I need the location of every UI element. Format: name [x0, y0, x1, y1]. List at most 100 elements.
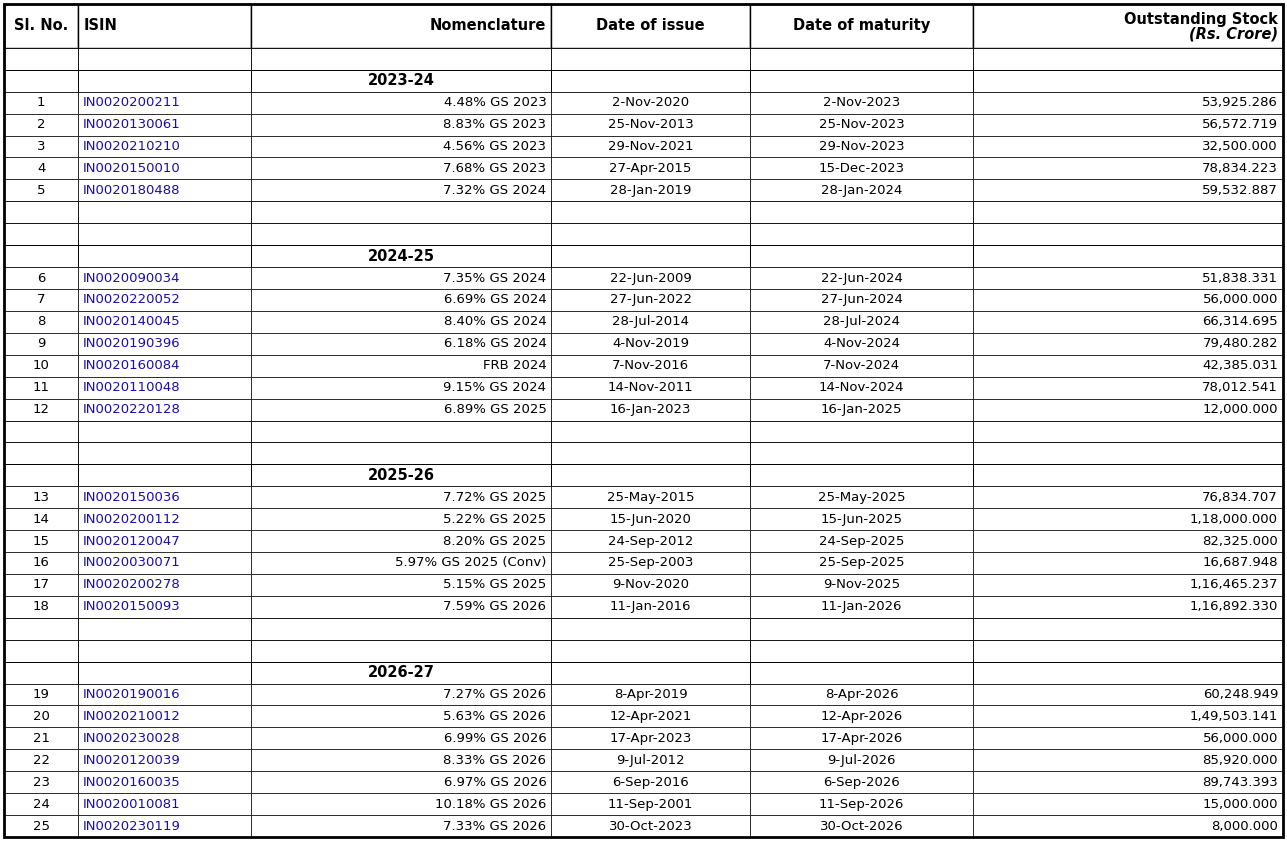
- Bar: [551, 749, 749, 771]
- Text: 6.69% GS 2024: 6.69% GS 2024: [444, 294, 547, 306]
- Bar: [749, 618, 973, 640]
- Text: 25-May-2015: 25-May-2015: [606, 491, 694, 504]
- Text: IN0020210012: IN0020210012: [84, 710, 181, 723]
- Bar: [4, 706, 79, 727]
- Text: IN0020190016: IN0020190016: [84, 688, 180, 701]
- Text: 24-Sep-2025: 24-Sep-2025: [819, 535, 905, 547]
- Bar: [551, 157, 749, 179]
- Text: 5.22% GS 2025: 5.22% GS 2025: [443, 513, 547, 526]
- Text: 29-Nov-2021: 29-Nov-2021: [607, 140, 694, 153]
- Bar: [79, 399, 251, 420]
- Bar: [973, 245, 1283, 267]
- Bar: [973, 4, 1283, 48]
- Text: 12,000.000: 12,000.000: [1202, 403, 1278, 416]
- Bar: [973, 793, 1283, 815]
- Text: 24: 24: [32, 797, 49, 811]
- Bar: [749, 442, 973, 464]
- Text: IN0020140045: IN0020140045: [84, 315, 180, 328]
- Text: 12-Apr-2026: 12-Apr-2026: [820, 710, 902, 723]
- Text: IN0020230028: IN0020230028: [84, 732, 181, 745]
- Bar: [4, 311, 79, 333]
- Bar: [749, 355, 973, 377]
- Bar: [551, 48, 749, 70]
- Text: 15-Jun-2020: 15-Jun-2020: [610, 513, 691, 526]
- Text: 4-Nov-2019: 4-Nov-2019: [613, 337, 689, 350]
- Bar: [973, 618, 1283, 640]
- Bar: [4, 245, 79, 267]
- Text: 20: 20: [32, 710, 49, 723]
- Bar: [749, 48, 973, 70]
- Text: 19: 19: [32, 688, 49, 701]
- Text: 16,687.948: 16,687.948: [1202, 557, 1278, 569]
- Bar: [749, 114, 973, 135]
- Bar: [79, 157, 251, 179]
- Bar: [749, 662, 973, 684]
- Text: IN0020010081: IN0020010081: [84, 797, 180, 811]
- Bar: [749, 486, 973, 508]
- Text: 23: 23: [32, 775, 50, 789]
- Text: 15: 15: [32, 535, 50, 547]
- Text: IN0020030071: IN0020030071: [84, 557, 181, 569]
- Bar: [251, 289, 551, 311]
- Bar: [79, 311, 251, 333]
- Bar: [251, 267, 551, 289]
- Bar: [749, 793, 973, 815]
- Bar: [551, 442, 749, 464]
- Bar: [251, 815, 551, 837]
- Bar: [251, 92, 551, 114]
- Bar: [973, 706, 1283, 727]
- Bar: [749, 70, 973, 92]
- Bar: [79, 201, 251, 223]
- Bar: [551, 596, 749, 618]
- Bar: [4, 552, 79, 574]
- Text: 11-Sep-2026: 11-Sep-2026: [819, 797, 905, 811]
- Text: 6-Sep-2026: 6-Sep-2026: [824, 775, 900, 789]
- Bar: [551, 70, 749, 92]
- Text: 4.48% GS 2023: 4.48% GS 2023: [444, 96, 547, 109]
- Text: 2023-24: 2023-24: [368, 73, 435, 88]
- Bar: [973, 420, 1283, 442]
- Bar: [4, 355, 79, 377]
- Bar: [973, 508, 1283, 530]
- Bar: [551, 245, 749, 267]
- Text: 5.97% GS 2025 (Conv): 5.97% GS 2025 (Conv): [395, 557, 547, 569]
- Bar: [749, 464, 973, 486]
- Bar: [749, 815, 973, 837]
- Text: 5: 5: [37, 184, 45, 197]
- Bar: [4, 399, 79, 420]
- Text: 27-Apr-2015: 27-Apr-2015: [609, 162, 691, 175]
- Bar: [749, 574, 973, 596]
- Bar: [251, 749, 551, 771]
- Text: 15,000.000: 15,000.000: [1202, 797, 1278, 811]
- Bar: [251, 771, 551, 793]
- Bar: [79, 442, 251, 464]
- Text: 18: 18: [32, 600, 49, 613]
- Text: 22-Jun-2024: 22-Jun-2024: [821, 272, 902, 284]
- Bar: [4, 662, 79, 684]
- Bar: [551, 552, 749, 574]
- Bar: [551, 355, 749, 377]
- Bar: [551, 618, 749, 640]
- Bar: [551, 640, 749, 662]
- Text: 27-Jun-2022: 27-Jun-2022: [610, 294, 691, 306]
- Bar: [251, 311, 551, 333]
- Text: 7: 7: [37, 294, 45, 306]
- Bar: [551, 223, 749, 245]
- Text: 7.32% GS 2024: 7.32% GS 2024: [443, 184, 547, 197]
- Bar: [551, 574, 749, 596]
- Text: 76,834.707: 76,834.707: [1202, 491, 1278, 504]
- Text: FRB 2024: FRB 2024: [483, 359, 547, 373]
- Text: 6.18% GS 2024: 6.18% GS 2024: [444, 337, 547, 350]
- Bar: [251, 508, 551, 530]
- Text: 85,920.000: 85,920.000: [1202, 754, 1278, 767]
- Bar: [551, 4, 749, 48]
- Text: 6.99% GS 2026: 6.99% GS 2026: [444, 732, 547, 745]
- Text: 32,500.000: 32,500.000: [1202, 140, 1278, 153]
- Bar: [551, 114, 749, 135]
- Bar: [551, 486, 749, 508]
- Text: Outstanding Stock: Outstanding Stock: [1124, 13, 1278, 27]
- Bar: [79, 706, 251, 727]
- Bar: [749, 92, 973, 114]
- Text: 2024-25: 2024-25: [368, 249, 435, 263]
- Bar: [749, 771, 973, 793]
